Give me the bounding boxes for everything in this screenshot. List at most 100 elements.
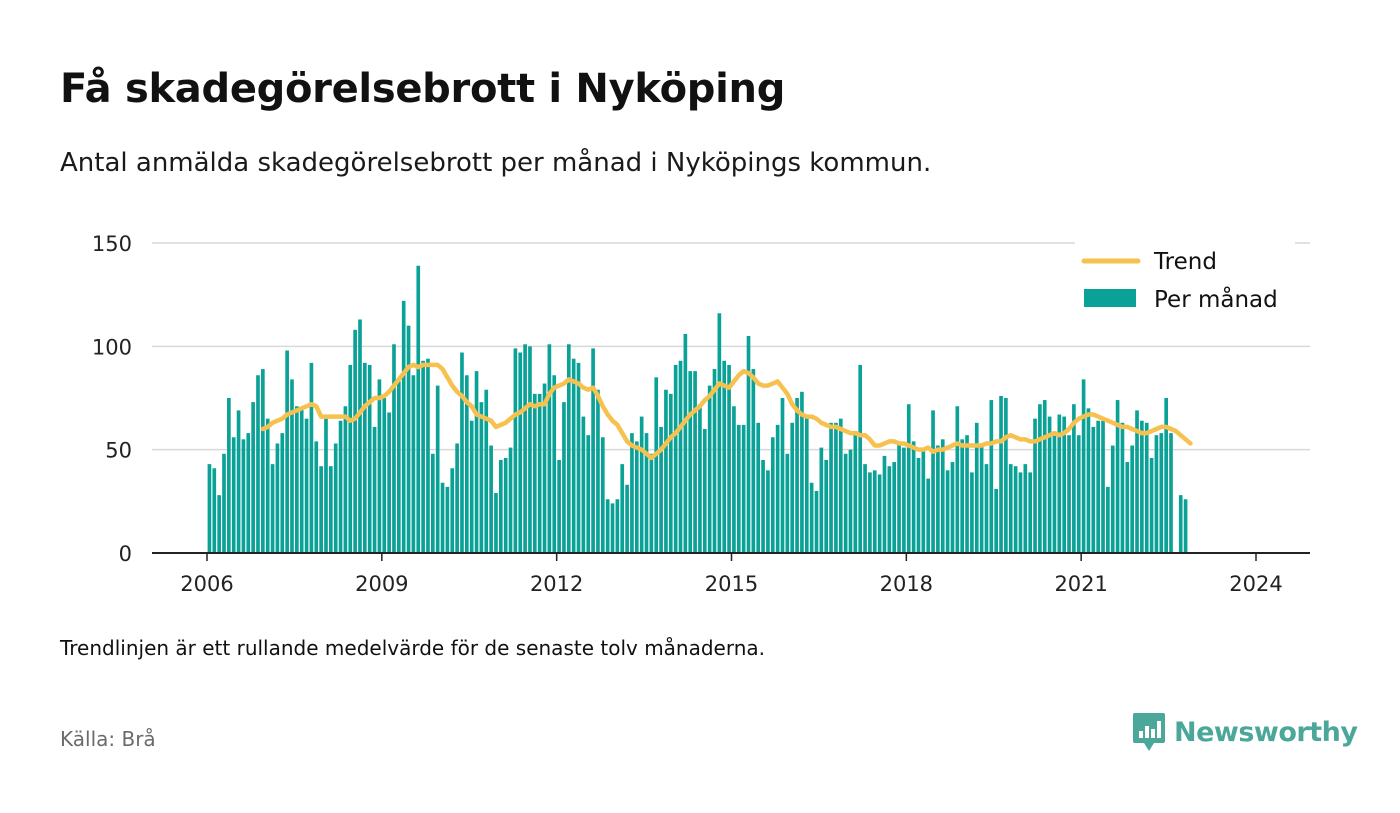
bar-56 xyxy=(479,402,484,553)
bar-158 xyxy=(974,422,979,553)
bar-46 xyxy=(431,453,435,553)
legend-trend-label: Trend xyxy=(1153,249,1217,275)
bar-111 xyxy=(746,336,751,553)
bar-20 xyxy=(304,418,309,553)
x-tick-label-2015: 2015 xyxy=(705,572,758,596)
bar-141 xyxy=(892,462,897,553)
bar-34 xyxy=(372,426,377,553)
bar-57 xyxy=(484,389,489,553)
bar-14 xyxy=(275,443,280,553)
bar-7 xyxy=(241,439,246,553)
bar-65 xyxy=(523,344,527,553)
bar-42 xyxy=(411,375,416,553)
bar-192 xyxy=(1140,420,1144,553)
bar-103 xyxy=(707,385,712,553)
bar-70 xyxy=(547,344,552,553)
bar-5 xyxy=(231,437,236,553)
bar-87 xyxy=(630,433,634,553)
bar-28 xyxy=(343,406,348,553)
bar-31 xyxy=(358,319,362,553)
bar-97 xyxy=(678,360,683,553)
bar-18 xyxy=(295,406,299,553)
bar-152 xyxy=(945,470,950,553)
bar-187 xyxy=(1115,400,1120,553)
bar-147 xyxy=(921,447,926,553)
bar-16 xyxy=(285,350,289,553)
bar-175 xyxy=(1057,414,1062,553)
bar-61 xyxy=(503,457,508,553)
bar-171 xyxy=(1038,404,1042,553)
bar-130 xyxy=(838,418,843,553)
bar-105 xyxy=(717,313,722,553)
bar-67 xyxy=(532,393,537,553)
bar-116 xyxy=(770,437,775,553)
bar-140 xyxy=(887,466,892,553)
bar-76 xyxy=(576,362,581,553)
bar-136 xyxy=(868,472,872,553)
bar-60 xyxy=(498,460,503,553)
bar-84 xyxy=(615,499,620,553)
bar-161 xyxy=(989,400,994,553)
bar-110 xyxy=(741,424,746,553)
y-tick-label-0: 0 xyxy=(119,542,132,566)
axes: 0 50 100 150 2006 2009 2012 2015 2018 2021 2024 xyxy=(92,232,1310,596)
bar-159 xyxy=(979,443,984,553)
bar-196 xyxy=(1159,433,1164,553)
brand-logo: Newsworthy xyxy=(1132,710,1358,754)
bar-138 xyxy=(877,474,882,553)
x-tick-label-2006: 2006 xyxy=(180,572,233,596)
bar-48 xyxy=(440,482,445,553)
bar-106 xyxy=(722,360,727,553)
bar-120 xyxy=(790,422,795,553)
bar-81 xyxy=(600,437,605,553)
bar-63 xyxy=(513,348,518,553)
bar-89 xyxy=(639,416,644,553)
x-tick-label-2012: 2012 xyxy=(530,572,583,596)
bar-108 xyxy=(732,406,736,553)
bar-54 xyxy=(469,420,474,553)
bar-94 xyxy=(664,389,668,553)
bar-100 xyxy=(693,371,697,553)
bar-37 xyxy=(387,412,391,553)
bar-11 xyxy=(261,369,265,553)
bar-188 xyxy=(1120,422,1125,553)
bar-174 xyxy=(1052,435,1057,553)
bar-27 xyxy=(338,420,343,553)
bar-145 xyxy=(911,441,916,553)
bar-143 xyxy=(902,447,906,553)
bar-33 xyxy=(367,364,372,553)
bar-96 xyxy=(673,364,678,553)
bar-92 xyxy=(654,377,659,553)
bar-146 xyxy=(916,457,921,553)
bar-chart-speech-bubble-icon xyxy=(1133,713,1165,751)
source-label: Källa: Brå xyxy=(60,727,156,751)
bar-83 xyxy=(610,503,615,553)
bar-93 xyxy=(659,426,663,553)
bar-88 xyxy=(634,441,639,553)
bar-151 xyxy=(940,439,945,553)
bar-58 xyxy=(489,445,493,553)
bar-122 xyxy=(800,391,804,553)
chart-title: Få skadegörelsebrott i Nyköping xyxy=(60,66,786,112)
bar-193 xyxy=(1144,422,1149,553)
bar-6 xyxy=(236,410,241,553)
bar-55 xyxy=(474,371,479,553)
bar-47 xyxy=(435,385,440,553)
bar-132 xyxy=(848,449,853,553)
bar-90 xyxy=(644,433,649,553)
bar-45 xyxy=(426,358,430,553)
bar-25 xyxy=(329,466,333,553)
bar-99 xyxy=(688,371,693,553)
bar-50 xyxy=(450,468,455,553)
bar-109 xyxy=(736,424,741,553)
legend: Trend Per månad xyxy=(1075,240,1295,320)
y-tick-label-50: 50 xyxy=(105,439,132,463)
bar-125 xyxy=(814,491,819,553)
bar-77 xyxy=(581,416,586,553)
bar-137 xyxy=(872,470,877,553)
bar-134 xyxy=(858,364,863,553)
bar-22 xyxy=(314,441,319,553)
bar-160 xyxy=(984,464,989,553)
bar-17 xyxy=(290,379,294,553)
bar-144 xyxy=(906,404,911,553)
